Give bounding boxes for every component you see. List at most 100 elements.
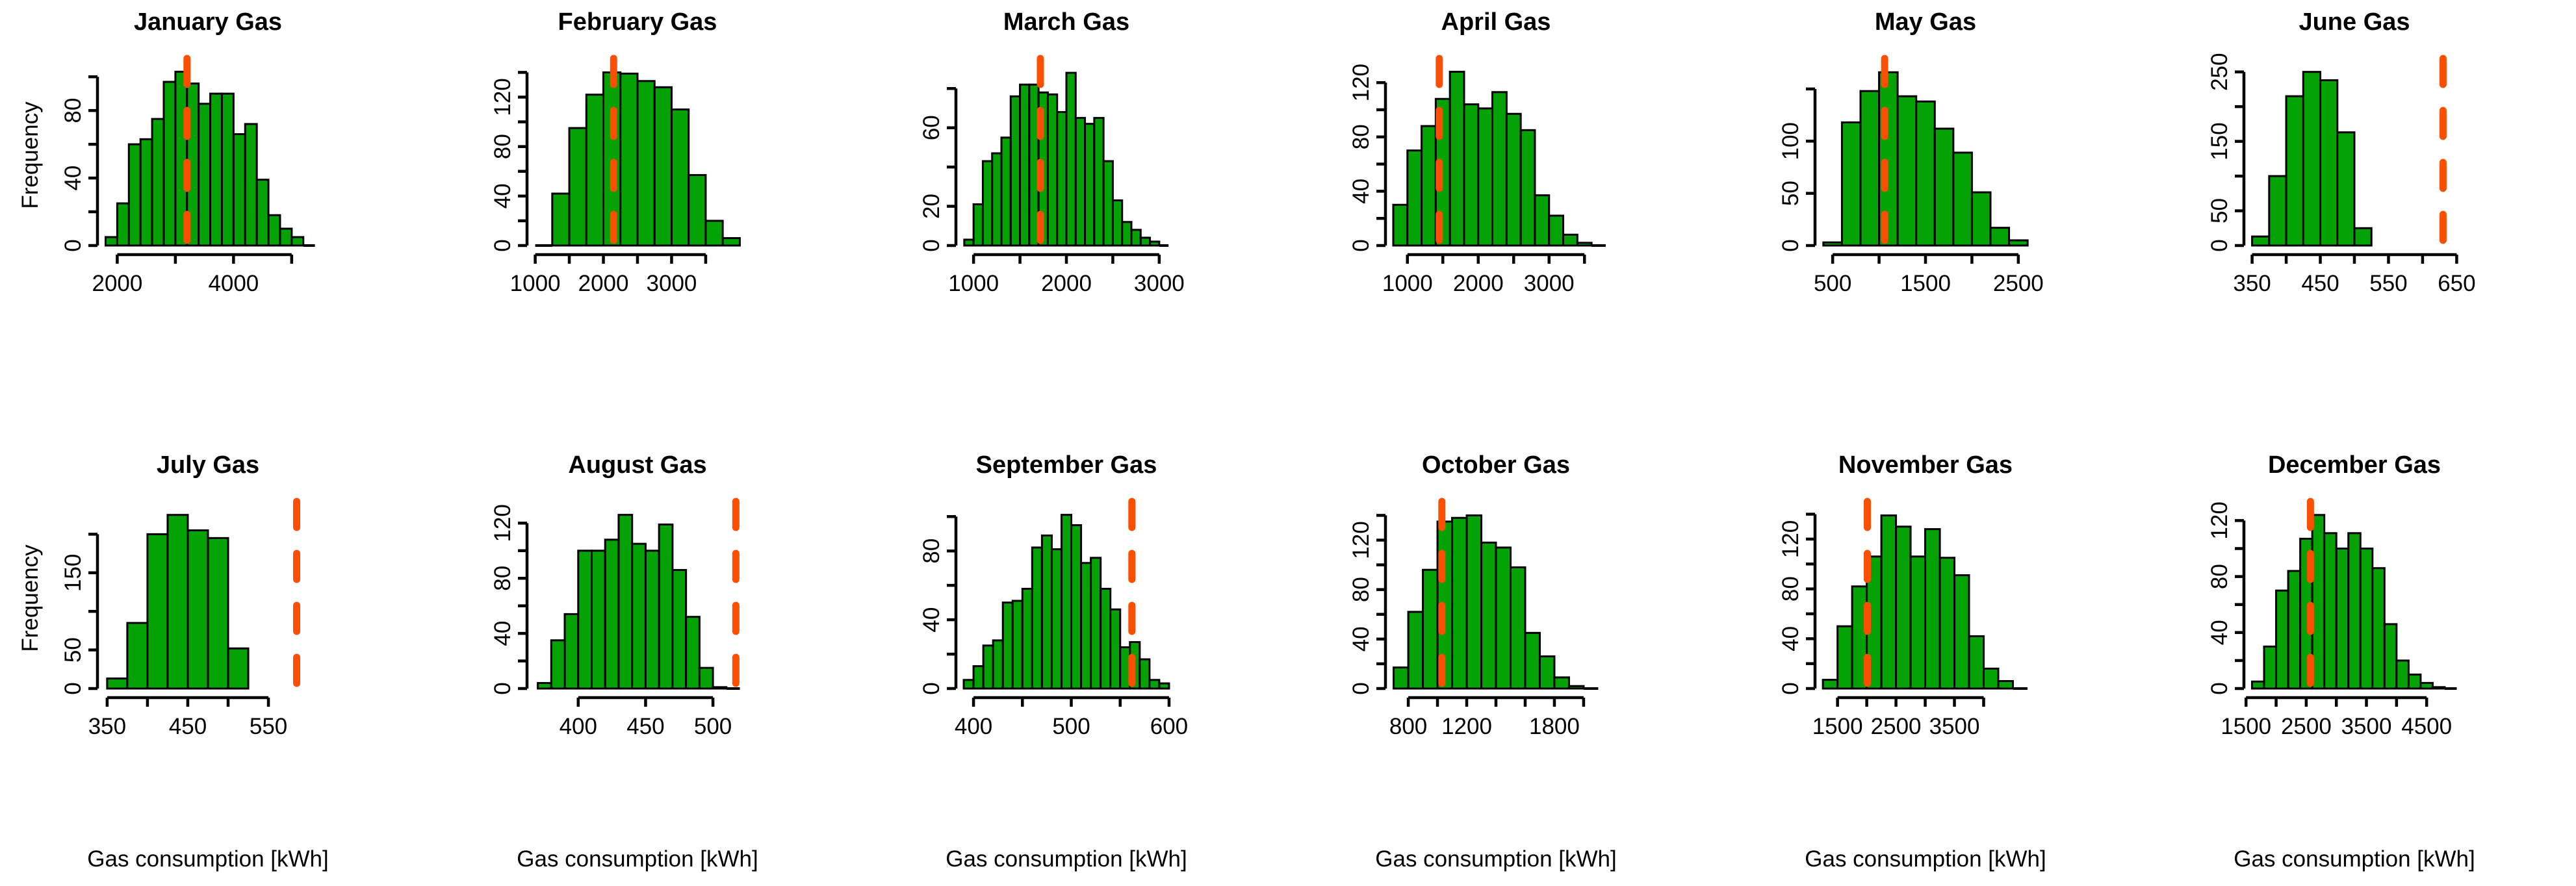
histogram-bar [1909,555,1926,690]
chart-title: March Gas [1003,8,1129,36]
y-tick-label: 40 [2208,620,2233,645]
histogram-bar [105,236,118,247]
x-tick-label: 350 [88,714,126,739]
histogram-bar [126,622,149,690]
x-axis: 1500 2500 3500 [1812,696,1985,739]
x-tick-label: 3500 [2341,714,2392,739]
x-tick-label: 1500 [1812,714,1862,739]
histogram-bar [1859,90,1880,247]
histogram-bar [1109,608,1122,690]
histogram-bar [972,203,985,247]
histogram-bar [1022,587,1034,690]
histogram-bar [1896,95,1917,247]
x-axis: 350 450 550 [88,696,287,739]
histogram-bar [2251,235,2271,247]
y-tick-label: 20 [920,194,945,219]
histogram-bar [617,514,633,690]
histogram-bar [2263,645,2278,690]
subplot-april-gas: April Gas 1000 2000 3000 0 40 80 120 [1288,0,1718,443]
histogram-bar [2287,570,2302,690]
histogram-bar [604,538,620,690]
histogram-bar [684,616,701,690]
histogram-bar [267,214,281,247]
x-tick-label: 1500 [2221,714,2272,739]
y-tick-label: 0 [2208,239,2233,251]
histogram-bar [576,550,593,690]
y-tick-label: 120 [1348,64,1374,101]
histogram-bar [1392,203,1409,247]
histogram-bar [207,537,229,690]
subplot-july-gas: July Gas 350 450 550 0 50 150 Frequency Gas cons… [0,443,430,886]
y-tick-label: 50 [60,637,86,663]
histogram-bar [2302,71,2322,247]
histogram-bar [1075,117,1087,247]
y-tick-label: 120 [2208,501,2233,539]
x-axis-label: Gas consumption [kWh] [2234,846,2475,872]
histogram-canvas: May Gas 500 1500 2500 0 50 100 [1778,8,2044,296]
histogram-bar [671,568,687,690]
x-axis: 2000 4000 [92,253,294,296]
x-tick-label: 400 [559,714,597,739]
histogram-canvas: July Gas 350 450 550 0 50 150 Frequency Gas cons… [18,451,328,872]
histogram-bar [1836,625,1853,690]
x-tick-label: 450 [626,714,664,739]
x-axis-label: Gas consumption [kWh] [1805,846,2046,872]
histogram-bar [2419,681,2434,690]
histogram-bar [630,542,647,690]
subplot-january-gas: January Gas 2000 4000 0 40 80 Frequency [0,0,430,443]
histogram-bar [2285,95,2305,247]
histogram-bar [1056,111,1068,247]
histogram-bar [653,86,673,247]
histogram-bar [1951,151,1973,247]
y-tick-label: 50 [1778,181,1803,206]
y-tick-label: 80 [2208,564,2233,589]
histogram-bar [585,94,604,247]
x-tick-label: 1000 [1382,271,1433,296]
y-axis: 0 40 80 120 [1348,64,1387,252]
histogram-canvas: June Gas 350 450 550 650 0 50 150 250 [2208,8,2476,296]
histogram-bar [2347,532,2362,690]
histogram-bar [658,523,674,690]
histogram-bar [1970,191,1992,247]
x-axis: 400 500 600 [955,696,1188,739]
histogram-bar [992,639,1005,690]
histogram-bar [1149,240,1161,247]
histogram-canvas: August Gas 400 450 500 0 40 80 120 Gas consumpti… [490,451,758,872]
chart-title: April Gas [1441,8,1551,36]
subplot-june-gas: June Gas 350 450 550 650 0 50 150 250 [2146,0,2576,443]
histogram-bar [698,666,714,690]
histogram-bar [1576,242,1593,247]
histogram-bar [1982,667,2000,690]
histogram-canvas: October Gas 800 1200 1800 0 40 80 120 Gas consum… [1348,451,1616,872]
y-tick-label: 80 [490,566,515,591]
x-axis: 350 450 550 650 [2234,253,2476,296]
subplot-october-gas: October Gas 800 1200 1800 0 40 80 120 Gas consum… [1288,443,1718,886]
histogram-bar [1051,548,1063,690]
histogram-bar [2408,673,2422,690]
histogram-bar [1000,136,1012,247]
histogram-bar [1840,121,1862,247]
histogram-canvas: December Gas 1500 2500 3500 4500 0 40 80 120 Gas … [2208,451,2475,872]
histogram-bar [1538,655,1556,690]
histogram-bar [1139,658,1151,690]
x-axis: 1000 2000 3000 [509,253,707,296]
x-tick-label: 2000 [92,271,143,296]
y-axis-label: Frequency [18,101,43,209]
histogram-bar [1100,587,1112,690]
y-tick-label: 80 [490,134,515,159]
y-tick-label: 40 [920,607,945,633]
histogram-bar [1938,557,1955,690]
histogram-bar [1061,514,1073,690]
x-tick-label: 1000 [949,271,999,296]
histogram-bar [1080,562,1092,690]
histogram-bar [255,179,270,247]
y-tick-label: 80 [1348,124,1374,149]
histogram-bar [1924,528,1941,690]
histogram-bar [1451,516,1468,690]
histogram-bar [1519,129,1536,247]
y-tick-label: 80 [920,538,945,564]
subplot-march-gas: March Gas 1000 2000 3000 0 20 60 [858,0,1288,443]
histogram-bar [2251,680,2265,690]
histogram-bar [146,533,169,690]
